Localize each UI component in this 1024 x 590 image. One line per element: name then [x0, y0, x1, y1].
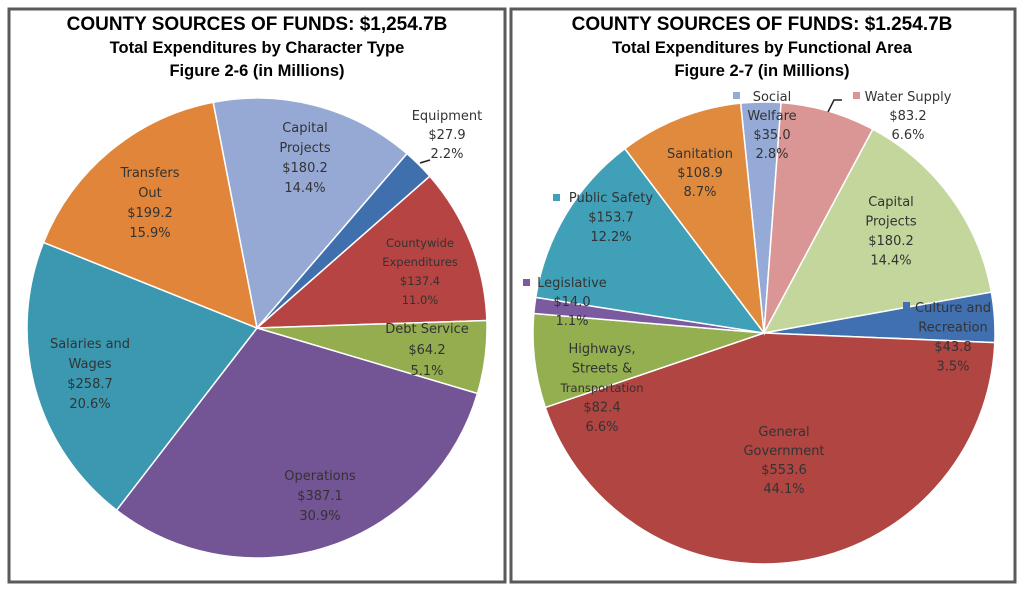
slice-label-name: Equipment [412, 109, 483, 124]
slice-label-value: $108.9 [677, 166, 723, 181]
pie-slice [115, 327, 479, 559]
pie-slice [534, 147, 766, 335]
slice-label-value: $27.9 [428, 128, 465, 143]
legend-key [523, 279, 530, 286]
legend-key [853, 92, 860, 99]
left-chart-figure: Figure 2-6 (in Millions) [169, 62, 344, 80]
pie-slice [26, 241, 259, 512]
slice-label-name: Water Supply [865, 90, 952, 105]
slice-label-name: Operations [284, 469, 356, 484]
slice-label-percent: 2.8% [755, 147, 788, 162]
leader-line [827, 99, 842, 113]
slice-label-name: Highways, [568, 342, 635, 357]
slice-label-percent: 2.2% [430, 147, 463, 162]
slice-label-name: Debt Service [385, 322, 469, 337]
right-pie [532, 101, 996, 565]
right-chart-figure: Figure 2-7 (in Millions) [674, 62, 849, 80]
left-chart-title: COUNTY SOURCES OF FUNDS: $1,254.7B [67, 14, 448, 35]
slice-label-name: Public Safety [569, 191, 653, 206]
slice-label-name: Countywide [386, 236, 454, 250]
left-pie [26, 97, 488, 559]
slice-label-value: $64.2 [408, 343, 445, 358]
slice-label-value: $180.2 [868, 234, 914, 249]
slice-label-percent: 6.6% [891, 128, 924, 143]
legend-key [553, 194, 560, 201]
slice-label-percent: 12.2% [590, 230, 631, 245]
slice-label-name: Government [743, 444, 824, 459]
slice-label-name: Projects [865, 215, 916, 230]
right-chart-subtitle: Total Expenditures by Functional Area [612, 39, 913, 57]
slice-label-value: $43.8 [934, 340, 971, 355]
slice-label-name: Out [138, 186, 162, 201]
slice-label-name: Recreation [918, 321, 988, 336]
slice-label-name: Culture and [915, 301, 991, 316]
pie-slice [623, 102, 766, 336]
slice-label-name: Capital [282, 121, 328, 136]
slice-label-percent: 11.0% [402, 293, 439, 307]
slice-label-percent: 44.1% [763, 482, 804, 497]
slice-label-percent: 3.5% [936, 360, 969, 375]
pie-slice [42, 101, 258, 330]
slice-label-name: General [758, 425, 809, 440]
slice-label-percent: 6.6% [585, 420, 618, 435]
slice-label-name: Capital [868, 195, 914, 210]
pie-slice [212, 97, 409, 330]
slice-label-name: Salaries and [50, 337, 130, 352]
slice-label-percent: 5.1% [410, 364, 443, 379]
slice-label-value: $387.1 [297, 489, 343, 504]
data-labels: Capital Projects $180.2 14.4% Equipment $27.9… [50, 90, 991, 524]
slice-label-name: Projects [279, 141, 330, 156]
slice-label-percent: 1.1% [555, 314, 588, 329]
slice-label-value: $14.0 [553, 295, 590, 310]
slice-label-name: Streets & [572, 362, 633, 377]
slice-label-value: $82.4 [583, 401, 620, 416]
pie-slice [762, 128, 993, 335]
pie-slice [254, 175, 488, 329]
slice-label-value: $137.4 [400, 274, 440, 288]
slice-label-name: Legislative [537, 276, 607, 291]
slice-label-name: Transportation [559, 381, 643, 395]
slice-label-name: Welfare [747, 109, 796, 124]
slice-label-percent: 20.6% [69, 397, 110, 412]
left-chart-subtitle: Total Expenditures by Character Type [110, 39, 405, 57]
slice-label-percent: 30.9% [299, 509, 340, 524]
legend-key [903, 302, 910, 309]
slice-label-name: Sanitation [667, 147, 733, 162]
slice-label-name: Transfers [119, 166, 179, 181]
pie-slice [544, 332, 996, 565]
slice-label-value: $153.7 [588, 211, 634, 226]
slice-label-name: Social [753, 90, 792, 105]
slice-label-name: Expenditures [382, 255, 458, 269]
right-chart-title: COUNTY SOURCES OF FUNDS: $1.254.7B [572, 14, 953, 35]
slice-label-value: $35.0 [753, 128, 790, 143]
slice-label-percent: 14.4% [870, 254, 911, 269]
slice-label-value: $180.2 [282, 161, 328, 176]
slice-label-value: $83.2 [889, 109, 926, 124]
slice-label-value: $258.7 [67, 377, 113, 392]
slice-label-percent: 14.4% [284, 181, 325, 196]
slice-label-percent: 15.9% [129, 226, 170, 241]
slice-label-value: $553.6 [761, 463, 807, 478]
slice-label-name: Wages [68, 357, 111, 372]
leader-line [419, 159, 431, 164]
slice-label-value: $199.2 [127, 206, 173, 221]
slice-label-percent: 8.7% [683, 185, 716, 200]
legend-key [733, 92, 740, 99]
